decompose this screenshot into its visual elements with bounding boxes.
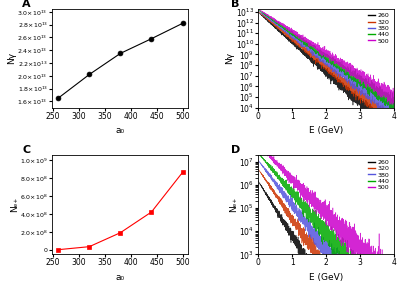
Text: A: A: [22, 0, 31, 9]
X-axis label: a₀: a₀: [115, 273, 124, 282]
X-axis label: E (GeV): E (GeV): [309, 127, 343, 136]
Y-axis label: Nγ: Nγ: [226, 52, 234, 64]
Legend: 260, 320, 380, 440, 500: 260, 320, 380, 440, 500: [366, 12, 391, 45]
X-axis label: a₀: a₀: [115, 127, 124, 136]
X-axis label: E (GeV): E (GeV): [309, 273, 343, 282]
Y-axis label: Nγ: Nγ: [7, 52, 16, 64]
Text: D: D: [231, 145, 240, 155]
Y-axis label: Nₑ₊: Nₑ₊: [229, 197, 238, 212]
Y-axis label: Nₑ₊: Nₑ₊: [10, 197, 19, 212]
Legend: 260, 320, 380, 440, 500: 260, 320, 380, 440, 500: [366, 158, 391, 192]
Text: B: B: [231, 0, 240, 9]
Text: C: C: [22, 145, 30, 155]
